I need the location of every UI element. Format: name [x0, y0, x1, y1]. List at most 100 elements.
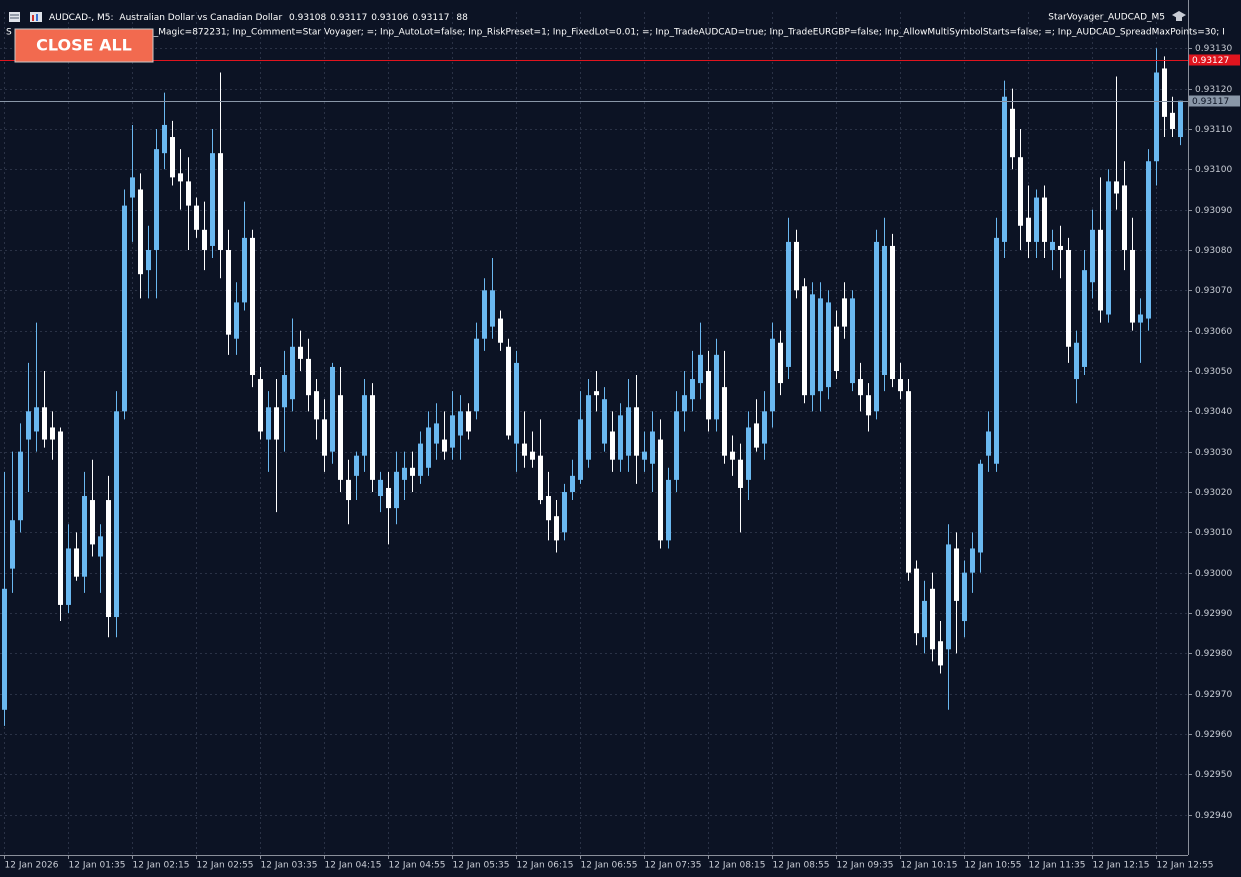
menu-icon[interactable] [9, 12, 20, 22]
candle-body [170, 137, 175, 178]
candle-body [714, 354, 719, 420]
last-high: 0.93117 [330, 13, 367, 23]
candle-body [1090, 229, 1095, 283]
candle-body [1122, 185, 1127, 250]
candle-body [442, 439, 447, 452]
close-all-button[interactable]: CLOSE ALL [14, 28, 154, 63]
plot-area [0, 12, 1188, 855]
candle-body [322, 419, 327, 456]
candle-body [586, 395, 591, 460]
candle-body [154, 149, 159, 250]
candle-body [74, 548, 79, 577]
candle-body [794, 241, 799, 291]
candle-body [994, 237, 999, 464]
x-tick-label: 12 Jan 03:35 [261, 861, 318, 871]
candle-body [554, 516, 559, 541]
y-tick-label: 0.92980 [1195, 649, 1232, 659]
candle-body [42, 407, 47, 440]
y-tick-label: 0.93000 [1195, 569, 1232, 579]
candle-body [1138, 314, 1143, 323]
candle-body [626, 407, 631, 456]
x-tick-label: 12 Jan 06:55 [581, 861, 638, 871]
candle-body [114, 411, 119, 618]
candle-body [242, 237, 247, 303]
candle-body [562, 491, 567, 533]
x-tick-label: 12 Jan 02:15 [133, 861, 190, 871]
candle-body [122, 205, 127, 412]
candle-body [66, 548, 71, 605]
candle-body [338, 395, 343, 480]
y-tick-label: 0.92940 [1195, 811, 1232, 821]
x-tick-label: 12 Jan 04:55 [389, 861, 446, 871]
candle-body [1042, 197, 1047, 242]
params-prefix: S [6, 28, 12, 38]
button-label[interactable]: CLOSE ALL [36, 36, 132, 55]
candle-body [778, 342, 783, 384]
candle-body [250, 237, 255, 376]
candle-body [306, 358, 311, 396]
candle-body [498, 318, 503, 343]
description: Australian Dollar vs Canadian Dollar [119, 13, 282, 23]
candle-body [434, 423, 439, 444]
candle-body [690, 379, 695, 400]
candle-body [530, 451, 535, 460]
candle-body [834, 326, 839, 371]
candle-body [58, 431, 63, 605]
ask-label: 0.93127 [1192, 56, 1229, 66]
y-tick-label: 0.92970 [1195, 690, 1232, 700]
candle-body [658, 439, 663, 541]
y-tick-label: 0.93110 [1195, 125, 1232, 135]
x-tick-label: 12 Jan 09:35 [837, 861, 894, 871]
candle-body [938, 641, 943, 666]
button-bg[interactable] [14, 28, 154, 63]
candle-body [610, 431, 615, 460]
x-tick-label: 12 Jan 02:55 [197, 861, 254, 871]
candle-body [1098, 229, 1103, 311]
candle-body [370, 395, 375, 480]
candle-body [218, 153, 223, 250]
candle-body [26, 411, 31, 440]
candle-body [490, 290, 495, 327]
candle-body [746, 427, 751, 480]
candle-body [1082, 270, 1087, 367]
candle-body [1010, 108, 1015, 158]
candle-body [506, 346, 511, 436]
y-tick-label: 0.93030 [1195, 448, 1232, 458]
candle-body [2, 588, 7, 710]
candle-body [290, 346, 295, 400]
x-tick-label: 12 Jan 04:15 [325, 861, 382, 871]
candle-body [426, 427, 431, 468]
candle-body [698, 354, 703, 384]
candle-body [194, 205, 199, 230]
x-tick-label: 12 Jan 06:15 [517, 861, 574, 871]
candle-body [258, 379, 263, 432]
candle-body [594, 391, 599, 396]
x-tick-label: 12 Jan 12:55 [1157, 861, 1214, 871]
candle-body [418, 443, 423, 476]
candle-body [874, 241, 879, 412]
candle-body [666, 479, 671, 541]
expert-icon [1172, 11, 1186, 21]
candle-body [1114, 181, 1119, 194]
last-open: 0.93108 [289, 13, 326, 23]
candle-body [706, 370, 711, 420]
y-tick-label: 0.93100 [1195, 165, 1232, 175]
candle-body [1002, 96, 1007, 242]
candle-body [650, 431, 655, 464]
candle-body [618, 415, 623, 460]
tick-volume: 88 [456, 13, 468, 23]
candle-body [730, 451, 735, 460]
candle-body [450, 415, 455, 448]
chart-icon[interactable] [30, 12, 42, 22]
candle-body [906, 391, 911, 573]
candle-body [922, 600, 927, 638]
candle-body [386, 487, 391, 509]
candle-body [762, 411, 767, 444]
candle-body [298, 346, 303, 359]
candle-body [602, 399, 607, 444]
y-tick-label: 0.93090 [1195, 206, 1232, 216]
candle-body [90, 500, 95, 545]
candle-body [402, 467, 407, 480]
candle-body [18, 451, 23, 521]
